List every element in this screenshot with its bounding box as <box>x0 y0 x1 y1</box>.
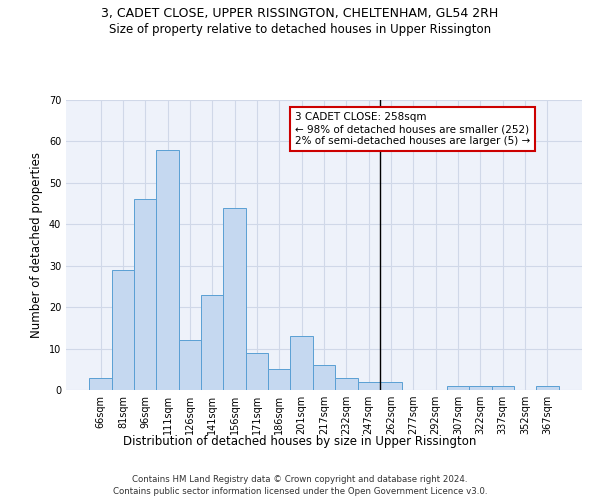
Bar <box>380 382 402 390</box>
Bar <box>358 382 380 390</box>
Text: Size of property relative to detached houses in Upper Rissington: Size of property relative to detached ho… <box>109 22 491 36</box>
Bar <box>112 270 134 390</box>
Text: Contains HM Land Registry data © Crown copyright and database right 2024.: Contains HM Land Registry data © Crown c… <box>132 475 468 484</box>
Text: Contains public sector information licensed under the Open Government Licence v3: Contains public sector information licen… <box>113 488 487 496</box>
Bar <box>469 386 491 390</box>
Text: 3 CADET CLOSE: 258sqm
← 98% of detached houses are smaller (252)
2% of semi-deta: 3 CADET CLOSE: 258sqm ← 98% of detached … <box>295 112 530 146</box>
Bar <box>335 378 358 390</box>
Bar <box>89 378 112 390</box>
Bar <box>290 336 313 390</box>
Bar <box>313 365 335 390</box>
Bar <box>134 200 157 390</box>
Bar <box>268 370 290 390</box>
Y-axis label: Number of detached properties: Number of detached properties <box>30 152 43 338</box>
Bar <box>536 386 559 390</box>
Text: 3, CADET CLOSE, UPPER RISSINGTON, CHELTENHAM, GL54 2RH: 3, CADET CLOSE, UPPER RISSINGTON, CHELTE… <box>101 8 499 20</box>
Bar <box>246 352 268 390</box>
Bar <box>223 208 246 390</box>
Bar <box>491 386 514 390</box>
Text: Distribution of detached houses by size in Upper Rissington: Distribution of detached houses by size … <box>124 435 476 448</box>
Bar <box>447 386 469 390</box>
Bar <box>201 294 223 390</box>
Bar <box>157 150 179 390</box>
Bar <box>179 340 201 390</box>
